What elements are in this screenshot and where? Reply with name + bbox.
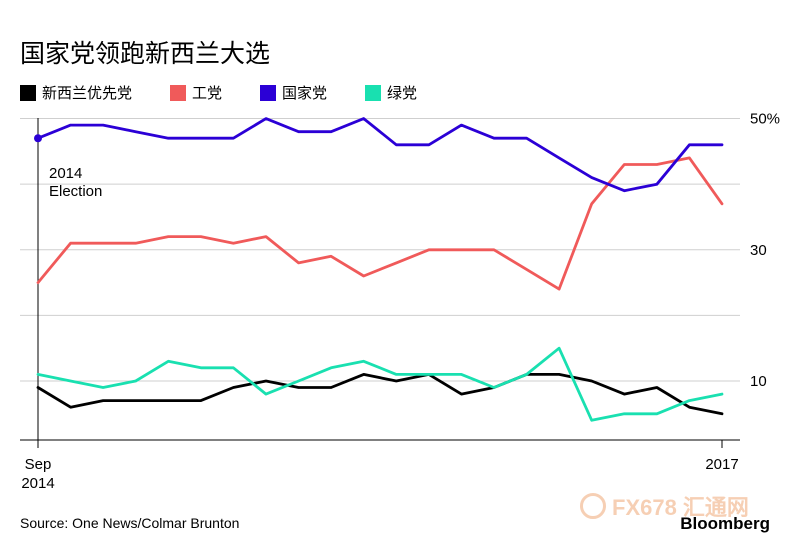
legend-item-national: 国家党: [260, 82, 327, 103]
legend-swatch-green: [365, 84, 382, 101]
election-annotation: Election: [49, 183, 102, 200]
series-line-1: [36, 156, 724, 291]
legend-swatch-nz-first: [20, 84, 36, 101]
series-line-3: [36, 346, 724, 422]
series-line-2: [36, 117, 724, 193]
y-tick-label: 30: [750, 242, 767, 259]
watermark-text: FX678 汇通网: [612, 495, 749, 520]
legend-label-labour: 工党: [192, 84, 223, 102]
watermark: FX678 汇通网: [580, 490, 749, 522]
chart-title: 国家党领跑新西兰大选: [20, 39, 271, 68]
x-tick-label: Sep: [25, 456, 52, 473]
x-tick-label: 2017: [705, 456, 738, 473]
y-tick-label: 10: [750, 373, 767, 390]
y-tick-label: 50%: [750, 111, 780, 128]
legend-item-green: 绿党: [365, 82, 417, 103]
legend-label-green: 绿党: [387, 84, 418, 102]
source-note: Source: One News/Colmar Brunton: [20, 515, 240, 531]
x-tick-label: 2014: [21, 475, 54, 492]
series-start-dot: [34, 134, 42, 143]
chart-legend: 新西兰优先党 工党 国家党 绿党: [20, 82, 455, 103]
brand-logo: Bloomberg: [680, 514, 770, 533]
fx678-logo-icon: [580, 493, 606, 519]
legend-label-nz-first: 新西兰优先党: [42, 84, 133, 102]
legend-label-national: 国家党: [282, 84, 328, 102]
election-annotation: 2014: [49, 165, 82, 182]
legend-swatch-national: [260, 84, 277, 101]
series-line-0: [36, 372, 724, 416]
legend-swatch-labour: [170, 84, 187, 101]
legend-item-labour: 工党: [170, 82, 222, 103]
legend-item-nz-first: 新西兰优先党: [20, 82, 132, 103]
